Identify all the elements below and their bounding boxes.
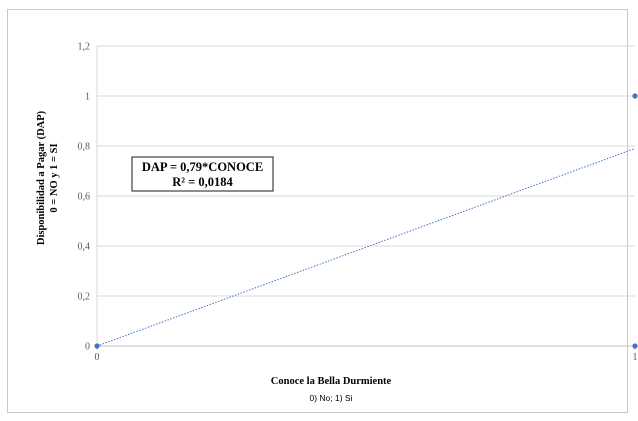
trendline-layer [96,148,636,347]
y-tick-label: 0,4 [78,242,91,253]
x-axis-title: Conoce la Bella Durmiente [271,376,392,387]
y-tick-label: 1 [85,92,90,103]
axes [96,46,635,347]
y-tick-label: 0 [85,342,90,353]
y-tick-label: 1,2 [78,42,91,53]
y-axis-title-line-1: Disponibilidad a Pagar (DAP) [36,110,47,245]
gridlines [97,45,635,297]
x-tick-label: 1 [633,352,638,363]
y-tick-label: 0,8 [78,142,91,153]
y-tick-label: 0,6 [78,192,91,203]
data-point [94,343,100,349]
data-points [94,93,638,349]
y-tick-label: 0,2 [78,292,91,303]
data-point [632,93,638,99]
x-tick-label: 0 [95,352,100,363]
r-squared-line: R² = 0,0184 [172,175,233,189]
equation-box: DAP = 0,79*CONOCE R² = 0,0184 [131,156,274,192]
trendline [96,148,636,347]
equation-line: DAP = 0,79*CONOCE [142,160,263,174]
y-axis-title: Disponibilidad a Pagar (DAP) 0 = NO y 1 … [36,110,60,245]
y-tick-labels: 0 0,2 0,4 0,6 0,8 1 1,2 [78,42,91,353]
data-point [632,343,638,349]
x-axis-subtitle: 0) No; 1) Si [310,393,353,403]
y-axis-title-line-2: 0 = NO y 1 = SI [49,143,60,212]
